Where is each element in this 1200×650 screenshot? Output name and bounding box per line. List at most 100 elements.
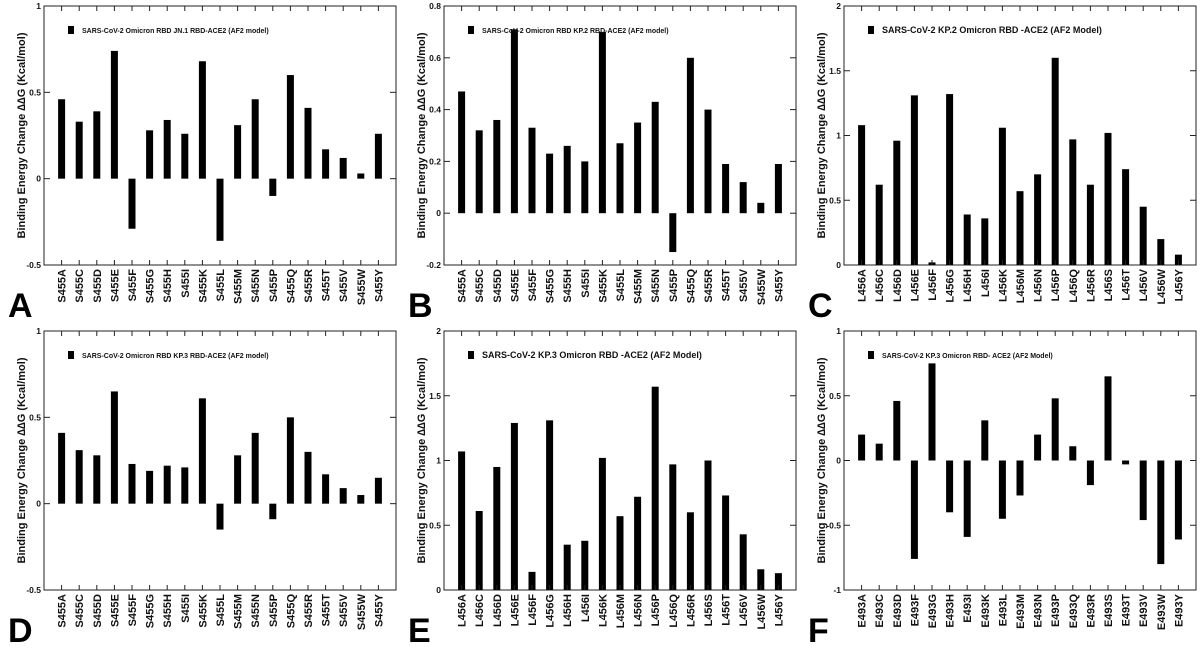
legend-swatch	[68, 26, 74, 34]
x-tick-label: L456M	[1015, 269, 1027, 303]
bar	[75, 121, 83, 179]
x-tick-label: E493W	[1156, 593, 1168, 630]
bar	[1104, 376, 1112, 461]
legend-label: SARS-CoV-2 Omicron RBD KP.3 RBD-ACE2 (AF…	[82, 353, 269, 360]
x-tick-label: L456P	[1050, 269, 1062, 301]
y-tick-label: 0.5	[829, 391, 841, 401]
x-tick-label: E493K	[980, 594, 992, 628]
x-tick-label: S455Q	[685, 269, 697, 304]
x-tick-label: L456R	[1085, 269, 1097, 302]
bar	[686, 512, 694, 590]
bar	[581, 540, 589, 590]
x-tick-label: S455C	[74, 594, 86, 628]
bar	[616, 516, 624, 590]
bar	[528, 127, 536, 214]
bar	[893, 400, 901, 461]
bar	[774, 573, 782, 590]
y-tick-label: 0	[836, 456, 841, 466]
x-tick-label: L456K	[997, 269, 1009, 302]
x-tick-label: L456A	[457, 594, 469, 627]
bar	[216, 178, 224, 241]
x-tick-label: E493R	[1085, 594, 1097, 628]
panel-c: 0 0.5 1 1.5 2 Binding Energy Change ∆∆G (Kcal…	[800, 0, 1200, 325]
bar	[981, 218, 989, 265]
y-tick-label: -0.5	[26, 260, 41, 270]
bar	[458, 91, 466, 214]
bar	[563, 145, 571, 214]
x-tick-label: L456Y	[1173, 268, 1185, 301]
x-tick-label: S455L	[615, 269, 627, 302]
x-tick-label: S455H	[162, 269, 174, 303]
x-tick-label: S455G	[545, 269, 557, 303]
x-tick-label: L456C	[874, 269, 886, 302]
bar	[739, 534, 747, 590]
bar	[1139, 460, 1147, 521]
bar	[1174, 460, 1182, 540]
bar	[75, 450, 83, 504]
legend-swatch	[468, 26, 474, 34]
x-tick-label: L456E	[509, 594, 521, 626]
bar	[304, 451, 312, 504]
bar	[910, 460, 918, 559]
x-tick-label: L456K	[597, 594, 609, 627]
x-tick-label: L456V	[1138, 268, 1150, 301]
bar	[1122, 169, 1130, 265]
chart-e-svg: 0 0.5 1 1.5 2 Binding Energy Change ∆∆G (Kcal…	[408, 326, 797, 650]
chart-f-svg: -1 -0.5 0 0.5 1 Binding Energy Change ∆∆G (Kc…	[808, 326, 1197, 650]
y-tick-label: 0.8	[429, 1, 441, 11]
bar	[528, 571, 536, 590]
x-tick-label: S455I	[580, 269, 592, 298]
y-tick-label: 0.6	[429, 53, 441, 63]
bar	[475, 130, 483, 214]
x-tick-label: L456I	[980, 269, 992, 297]
x-tick-label: E493Y	[1173, 593, 1185, 627]
x-tick-label: S455G	[145, 594, 157, 628]
y-axis-label: Binding Energy Change ∆∆G (Kcal/mol)	[16, 32, 28, 238]
bar	[1174, 254, 1182, 265]
bar	[757, 569, 765, 590]
x-tick-label: S455R	[303, 269, 315, 303]
x-tick-label: S455A	[57, 269, 69, 303]
bar	[1069, 446, 1077, 461]
bar	[374, 133, 382, 179]
y-tick-label: 0	[836, 260, 841, 270]
bar	[1051, 398, 1059, 461]
legend-label: SARS-CoV-2 KP.3 Omicron RBD- ACE2 (AF2 M…	[882, 353, 1053, 360]
legend-label: SARS-CoV-2 Omicron RBD KP.2 RBD-ACE2 (AF…	[482, 28, 669, 35]
y-tick-label: 0.5	[829, 195, 841, 205]
bar	[1051, 57, 1059, 265]
y-tick-label: 0.5	[29, 412, 41, 422]
bar	[946, 94, 954, 265]
x-tick-label: S455P	[268, 594, 280, 627]
bar	[374, 477, 382, 504]
x-tick-label: E493N	[1033, 594, 1045, 628]
bar	[146, 130, 154, 179]
y-tick-label: 0.2	[429, 156, 441, 166]
bar	[1034, 434, 1042, 461]
x-tick-label: L456I	[580, 594, 592, 622]
chart-c-svg: 0 0.5 1 1.5 2 Binding Energy Change ∆∆G (Kcal…	[808, 1, 1197, 325]
y-tick-label: 1.5	[429, 391, 441, 401]
panel-letter: E	[408, 612, 431, 650]
x-tick-label: L456T	[1121, 269, 1133, 301]
bar	[93, 111, 101, 179]
bar	[1157, 239, 1165, 265]
bar	[163, 465, 171, 504]
bar	[757, 202, 765, 214]
x-tick-label: L456M	[615, 594, 627, 628]
x-tick-label: S455Y	[373, 593, 385, 627]
bar	[493, 466, 501, 590]
bar	[93, 455, 101, 504]
x-tick-label: S455E	[109, 594, 121, 627]
y-tick-label: 0	[436, 585, 441, 595]
x-tick-label: S455Y	[373, 268, 385, 302]
bar	[963, 214, 971, 265]
bar	[686, 57, 694, 214]
bar	[128, 463, 136, 504]
x-tick-label: L456A	[857, 269, 869, 302]
x-tick-label: S455V	[738, 268, 750, 302]
x-tick-label: S455E	[509, 269, 521, 302]
x-tick-label: S455K	[197, 594, 209, 628]
y-tick-label: 1.5	[829, 66, 841, 76]
bar	[286, 417, 294, 504]
